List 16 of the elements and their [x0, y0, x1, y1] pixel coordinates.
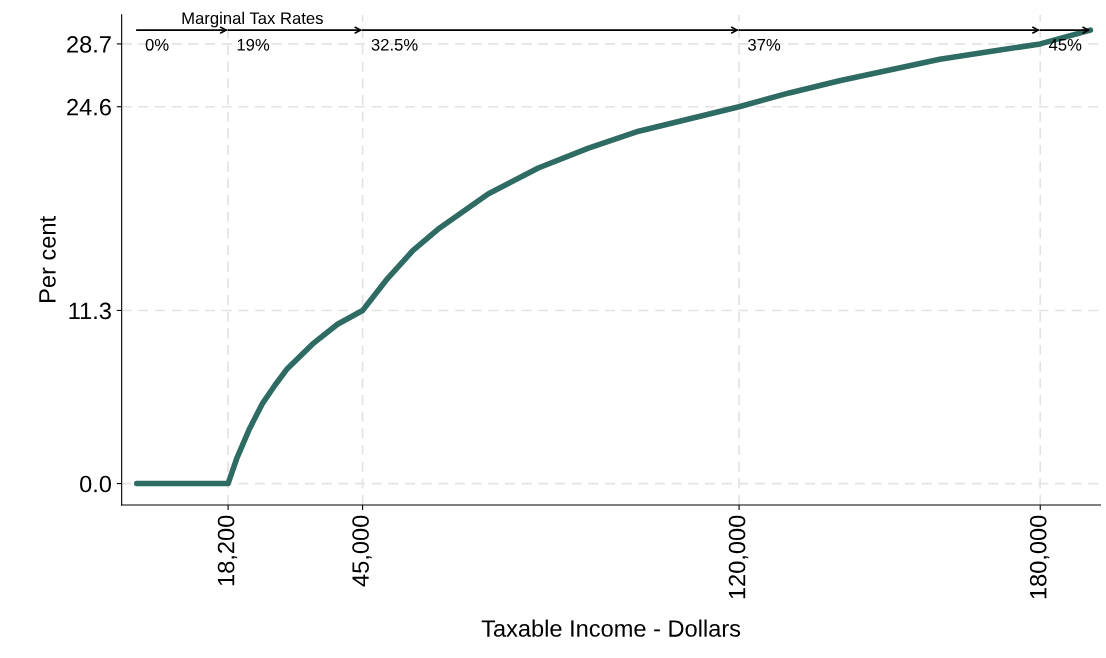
annotation: 37% [748, 38, 781, 51]
y-axis-title: Per cent [39, 216, 56, 302]
x-tick-label: 180,000 [1029, 515, 1050, 599]
y-tick-label: 24.6 [67, 98, 111, 116]
y-tick-label: 28.7 [67, 35, 111, 53]
annotation: Marginal Tax Rates [182, 11, 323, 28]
annotation: 32.5% [371, 38, 418, 51]
annotation: 0% [145, 38, 169, 51]
y-tick-label: 11.3 [69, 302, 111, 320]
x-tick-label: 18,200 [217, 515, 238, 586]
annotation: 19% [237, 38, 270, 51]
x-axis-title: Taxable Income - Dollars [481, 619, 741, 637]
x-tick-label: 45,000 [352, 515, 372, 587]
y-tick-label: 0.0 [80, 475, 112, 493]
x-tick-label: 120,000 [728, 515, 749, 599]
annotation: 45% [1048, 38, 1082, 51]
